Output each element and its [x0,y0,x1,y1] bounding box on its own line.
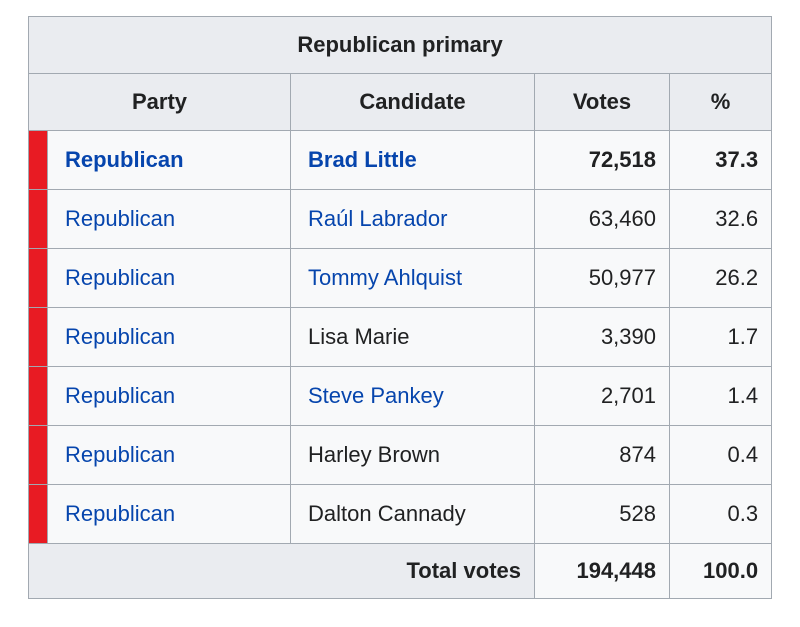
candidate-cell: Dalton Cannady [290,484,535,544]
table-row: Republican Raúl Labrador 63,460 32.6 [28,189,773,249]
candidate-cell: Tommy Ahlquist [290,248,535,308]
candidate-link[interactable]: Brad Little [308,147,417,172]
candidate-link[interactable]: Raúl Labrador [308,206,448,231]
party-link[interactable]: Republican [65,265,176,290]
total-votes-label: Total votes [28,543,535,599]
total-percent-value: 100.0 [668,543,773,599]
votes-cell: 50,977 [534,248,670,308]
party-link[interactable]: Republican [65,383,176,408]
table-row: Republican Steve Pankey 2,701 1.4 [28,366,773,426]
candidate-cell: Raúl Labrador [290,189,535,249]
candidate-link[interactable]: Tommy Ahlquist [308,265,463,290]
party-color-swatch [28,484,48,544]
party-color-swatch [28,366,48,426]
table-row: Republican Tommy Ahlquist 50,977 26.2 [28,248,773,308]
party-cell: Republican [47,484,291,544]
votes-cell: 72,518 [534,130,670,190]
table-title: Republican primary [27,16,773,74]
party-color-swatch [28,425,48,485]
candidate-name: Lisa Marie [308,324,410,349]
total-votes-value: 194,448 [534,543,670,599]
party-color-swatch [28,130,48,190]
party-color-swatch [28,307,48,367]
table-row: Republican Dalton Cannady 528 0.3 [28,484,773,544]
votes-cell: 528 [534,484,670,544]
election-results-table: Republican primary Party Candidate Votes… [27,16,773,599]
party-link[interactable]: Republican [65,324,176,349]
percent-cell: 1.4 [668,366,773,426]
percent-cell: 1.7 [668,307,773,367]
party-cell: Republican [47,425,291,485]
results-body: Republican Brad Little 72,518 37.3 Republica… [28,130,773,544]
percent-cell: 37.3 [668,130,773,190]
percent-cell: 0.4 [668,425,773,485]
percent-cell: 0.3 [668,484,773,544]
candidate-name: Harley Brown [308,442,441,467]
party-link[interactable]: Republican [65,442,176,467]
column-header-party: Party [28,73,291,131]
party-link[interactable]: Republican [65,206,176,231]
candidate-cell: Brad Little [290,130,535,190]
candidate-link[interactable]: Steve Pankey [308,383,444,408]
party-link[interactable]: Republican [65,147,184,172]
party-color-swatch [28,189,48,249]
candidate-cell: Harley Brown [290,425,535,485]
column-header-candidate: Candidate [290,73,535,131]
party-cell: Republican [47,366,291,426]
candidate-cell: Steve Pankey [290,366,535,426]
party-color-swatch [28,248,48,308]
votes-cell: 63,460 [534,189,670,249]
header-row: Party Candidate Votes % [28,73,773,131]
candidate-cell: Lisa Marie [290,307,535,367]
total-row: Total votes 194,448 100.0 [28,543,773,599]
column-header-votes: Votes [534,73,670,131]
table-row: Republican Brad Little 72,518 37.3 [28,130,773,190]
votes-cell: 2,701 [534,366,670,426]
percent-cell: 32.6 [668,189,773,249]
percent-cell: 26.2 [668,248,773,308]
table-row: Republican Harley Brown 874 0.4 [28,425,773,485]
party-cell: Republican [47,130,291,190]
candidate-name: Dalton Cannady [308,501,466,526]
column-header-percent: % [668,73,773,131]
title-row: Republican primary [27,16,773,74]
party-cell: Republican [47,189,291,249]
party-cell: Republican [47,248,291,308]
votes-cell: 874 [534,425,670,485]
party-cell: Republican [47,307,291,367]
party-link[interactable]: Republican [65,501,176,526]
votes-cell: 3,390 [534,307,670,367]
table-row: Republican Lisa Marie 3,390 1.7 [28,307,773,367]
